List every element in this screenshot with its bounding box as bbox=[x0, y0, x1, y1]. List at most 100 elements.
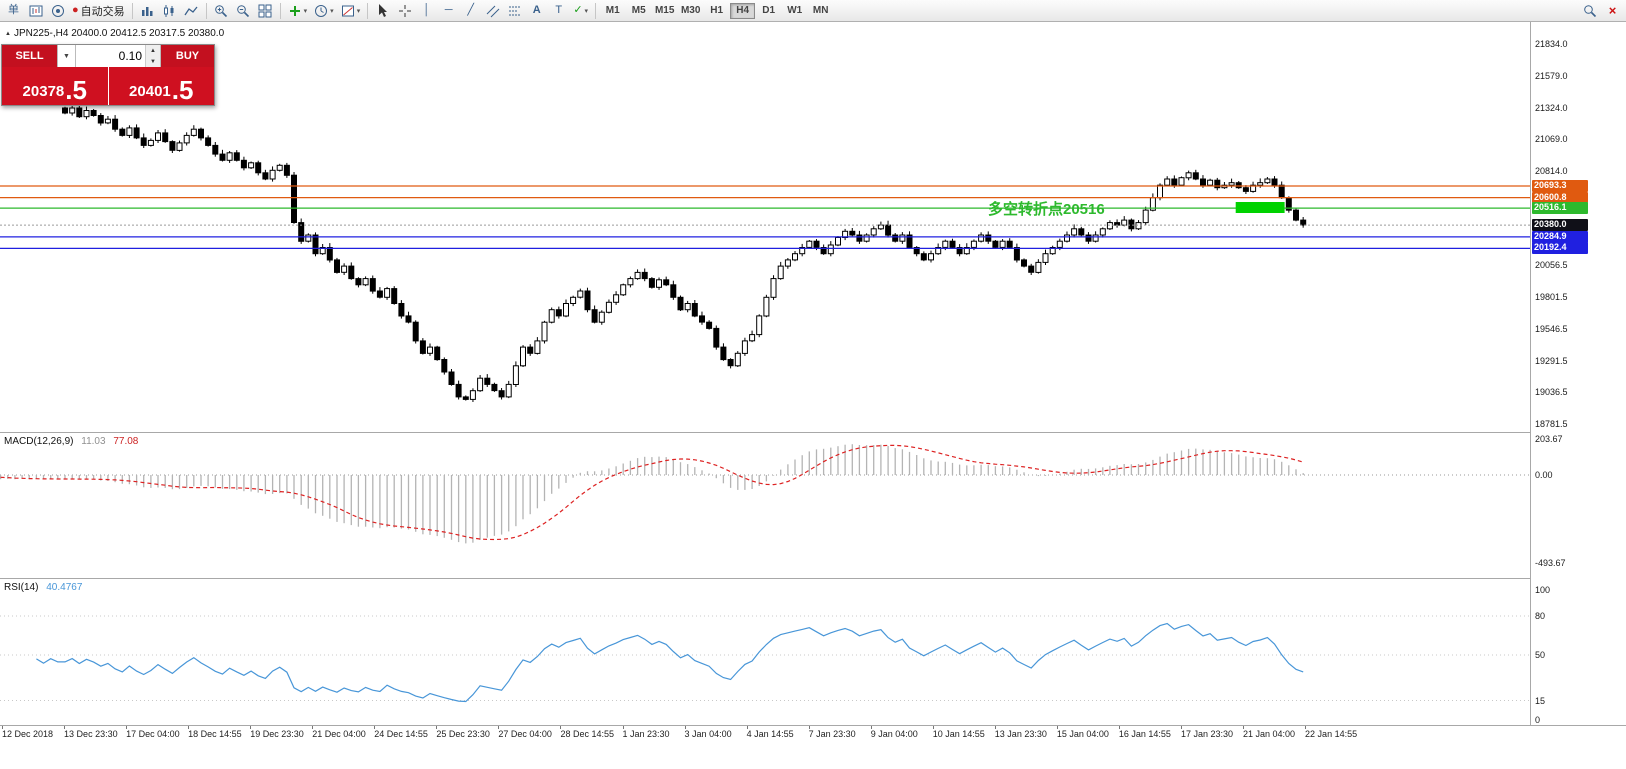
time-axis-label: 19 Dec 23:30 bbox=[250, 729, 304, 739]
line-chart-icon bbox=[184, 6, 198, 15]
sell-price[interactable]: 20378 .5 bbox=[2, 67, 109, 105]
price-tick: 20056.5 bbox=[1535, 260, 1568, 271]
time-axis-label: 22 Jan 14:55 bbox=[1305, 729, 1358, 739]
fibonacci-button[interactable] bbox=[504, 2, 525, 20]
price-axis: 21834.0 21579.0 21324.0 21069.0 20814.0 20056… bbox=[1531, 22, 1626, 725]
panel-separator[interactable] bbox=[0, 432, 1626, 433]
vertical-line-button[interactable]: │ bbox=[416, 2, 437, 20]
time-axis-label: 17 Dec 04:00 bbox=[126, 729, 180, 739]
time-axis-tick bbox=[2, 726, 3, 729]
horizontal-line-button[interactable]: ─ bbox=[438, 2, 459, 20]
volume-field: ▲ ▼ bbox=[75, 45, 161, 67]
time-axis-tick bbox=[808, 726, 810, 729]
time-axis-label: 9 Jan 04:00 bbox=[870, 729, 918, 739]
rsi-axis-tick: 0 bbox=[1535, 715, 1541, 725]
price-tick: 21069.0 bbox=[1535, 134, 1568, 145]
autotrade-button[interactable]: ● 自动交易 bbox=[69, 2, 128, 20]
zoom-in-button[interactable] bbox=[211, 2, 232, 20]
timeframe-button-h1[interactable]: H1 bbox=[704, 3, 729, 19]
bar-chart-button[interactable] bbox=[137, 2, 158, 20]
time-axis-label: 25 Dec 23:30 bbox=[436, 729, 490, 739]
price-tick: 20814.0 bbox=[1535, 166, 1568, 176]
line-chart-button[interactable] bbox=[181, 2, 202, 20]
main-price-chart[interactable] bbox=[0, 22, 1530, 432]
search-button[interactable] bbox=[1579, 2, 1600, 20]
close-icon: × bbox=[1608, 3, 1617, 18]
new-order-button[interactable]: 单 bbox=[3, 2, 24, 20]
one-click-trading-panel: SELL ▼ ▲ ▼ BUY 20378 .5 20401 .5 bbox=[1, 44, 215, 106]
timeframe-button-mn[interactable]: MN bbox=[808, 3, 833, 19]
timeframes-menu-button[interactable]: ▾ bbox=[311, 2, 337, 20]
macd-main-value: 11.03 bbox=[81, 436, 106, 447]
text-button[interactable]: A bbox=[526, 2, 547, 20]
horizontal-line-icon: ─ bbox=[444, 4, 453, 16]
crosshair-button[interactable] bbox=[394, 2, 415, 20]
rsi-value: 40.4767 bbox=[46, 582, 83, 593]
buy-price-main: 20401 bbox=[129, 83, 171, 100]
main-toolbar: 单 ● 自动交易 bbox=[0, 0, 1626, 22]
arrows-button[interactable]: ✓ ▾ bbox=[570, 2, 591, 20]
toolbar-separator bbox=[205, 2, 207, 19]
chart-annotation[interactable]: 多空转折点20516 bbox=[988, 201, 1105, 218]
time-axis-label: 1 Jan 23:30 bbox=[622, 729, 670, 739]
timeframe-button-m1[interactable]: M1 bbox=[600, 3, 625, 19]
arrows-icon: ✓ bbox=[573, 4, 583, 16]
timeframe-button-d1[interactable]: D1 bbox=[756, 3, 781, 19]
time-axis-tick bbox=[560, 726, 562, 729]
timeframe-button-w1[interactable]: W1 bbox=[782, 3, 807, 19]
panel-separator[interactable] bbox=[0, 578, 1626, 579]
collapse-arrow-icon[interactable]: ▲ bbox=[5, 30, 11, 37]
time-axis-tick bbox=[126, 726, 128, 729]
text-label-button[interactable]: T bbox=[548, 2, 569, 20]
time-axis-tick bbox=[1056, 726, 1058, 729]
text-icon: A bbox=[532, 4, 541, 16]
volume-down-button[interactable]: ▼ bbox=[146, 56, 160, 67]
price-tick: 21834.0 bbox=[1535, 39, 1568, 49]
toolbar-separator bbox=[131, 2, 133, 19]
profiles-button[interactable] bbox=[47, 2, 68, 20]
autotrade-status-icon: ● bbox=[72, 4, 79, 16]
price-tick: 19291.5 bbox=[1535, 355, 1568, 366]
volume-input[interactable] bbox=[76, 45, 145, 67]
rsi-axis-tick: 100 bbox=[1535, 585, 1551, 595]
rsi-indicator-panel[interactable] bbox=[0, 579, 1530, 725]
time-axis-tick bbox=[436, 726, 438, 729]
trendline-button[interactable]: ╱ bbox=[460, 2, 481, 20]
time-axis-tick bbox=[312, 726, 314, 729]
zoom-in-icon bbox=[215, 4, 228, 17]
templates-button[interactable]: ▾ bbox=[338, 2, 364, 20]
volume-up-button[interactable]: ▲ bbox=[146, 45, 160, 56]
price-tick: 19546.5 bbox=[1535, 323, 1568, 334]
time-axis-label: 10 Jan 14:55 bbox=[932, 729, 985, 739]
sell-button[interactable]: SELL bbox=[2, 45, 57, 67]
volume-dropdown-button[interactable]: ▼ bbox=[57, 45, 75, 67]
buy-price[interactable]: 20401 .5 bbox=[109, 67, 215, 105]
close-button[interactable]: × bbox=[1602, 2, 1623, 20]
zoom-out-button[interactable] bbox=[233, 2, 254, 20]
cursor-button[interactable] bbox=[372, 2, 393, 20]
tile-windows-button[interactable] bbox=[255, 2, 276, 20]
macd-indicator-panel[interactable] bbox=[0, 433, 1530, 578]
toolbar-separator bbox=[595, 2, 597, 19]
buy-button[interactable]: BUY bbox=[161, 45, 214, 67]
channel-button[interactable] bbox=[482, 2, 503, 20]
time-axis-tick bbox=[1243, 726, 1244, 729]
cursor-icon bbox=[378, 3, 387, 17]
tile-windows-icon bbox=[258, 4, 272, 17]
trade-controls-row: SELL ▼ ▲ ▼ BUY bbox=[2, 45, 214, 67]
timeframe-button-h4[interactable]: H4 bbox=[730, 2, 756, 19]
candlestick-chart-button[interactable] bbox=[159, 2, 180, 20]
indicators-button[interactable]: ▾ bbox=[285, 2, 311, 20]
time-axis-label: 13 Jan 23:30 bbox=[994, 729, 1047, 739]
timeframe-button-m30[interactable]: M30 bbox=[678, 3, 703, 19]
channel-icon bbox=[486, 5, 500, 17]
timeframe-button-m5[interactable]: M5 bbox=[626, 3, 651, 19]
search-icon bbox=[1583, 4, 1596, 17]
candlestick-chart-icon bbox=[164, 4, 174, 17]
timeframe-button-m15[interactable]: M15 bbox=[652, 3, 677, 19]
price-line-badge: 20600.8 bbox=[1532, 191, 1588, 204]
chart-window-button[interactable] bbox=[25, 2, 46, 20]
time-axis-label: 28 Dec 14:55 bbox=[560, 729, 614, 739]
autotrade-label: 自动交易 bbox=[80, 5, 125, 18]
time-axis-label: 17 Jan 23:30 bbox=[1180, 729, 1233, 739]
